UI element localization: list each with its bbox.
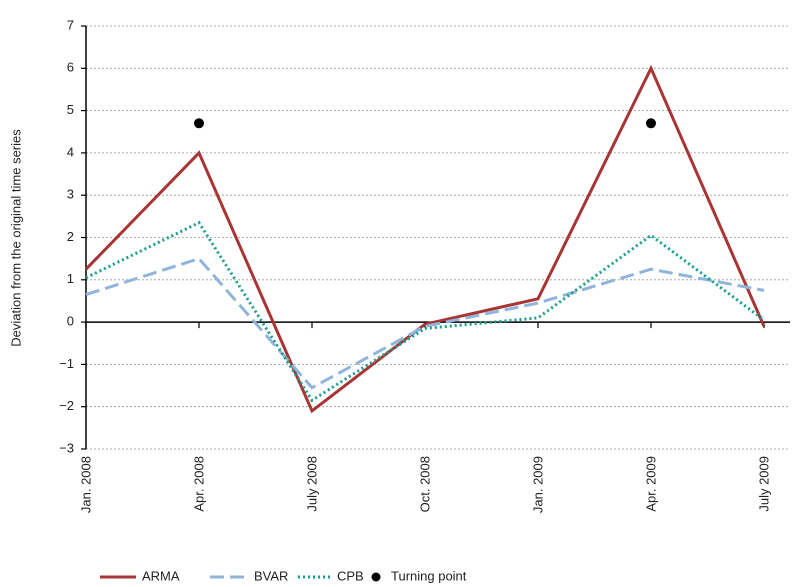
x-tick-label: Apr. 2008 [191,456,206,512]
y-tick-label: 1 [67,271,74,286]
y-tick-label: 6 [67,60,74,75]
legend-label: BVAR [254,568,288,583]
y-tick-label: 4 [67,144,74,159]
y-axis-label: Deviation from the original time series [8,129,23,347]
legend-label: CPB [337,568,364,583]
x-tick-label: Jan. 2008 [78,456,93,513]
y-tick-label: 0 [67,314,74,329]
series-line [84,64,766,414]
turning-point [646,118,656,129]
turning-point [194,118,204,129]
legend-label: Turning point [391,568,467,583]
x-tick-label: Apr. 2009 [643,456,658,512]
y-tick-label: 3 [67,187,74,202]
y-tick-label: −2 [59,398,74,413]
series-line [85,256,765,390]
x-tick-label: Oct. 2008 [417,456,432,512]
series-line [85,220,765,403]
legend-label: ARMA [142,568,180,583]
x-tick-label: July 2009 [756,456,771,512]
x-tick-label: Jan. 2009 [530,456,545,513]
y-tick-label: 7 [67,17,74,32]
y-tick-label: −3 [59,440,74,455]
legend-marker [371,572,381,582]
y-tick-label: 5 [67,102,74,117]
y-tick-label: −1 [59,356,74,371]
x-tick-label: July 2008 [304,456,319,512]
y-tick-label: 2 [67,229,74,244]
